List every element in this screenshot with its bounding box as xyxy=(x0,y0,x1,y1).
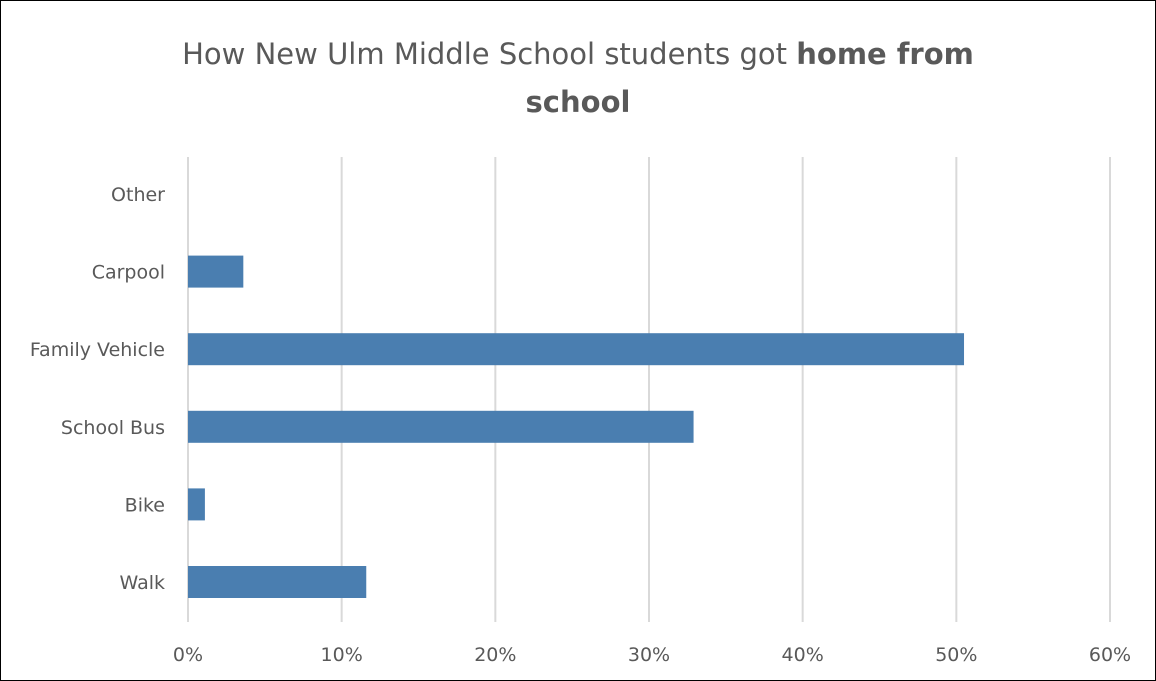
chart-title: How New Ulm Middle School students got h… xyxy=(0,30,1156,126)
bar-walk xyxy=(188,566,367,598)
x-tick-labels: 0% 10% 20% 30% 40% 50% 60% xyxy=(173,644,1131,666)
x-tick-label: 30% xyxy=(628,644,670,666)
x-tick-label: 60% xyxy=(1089,644,1131,666)
category-labels: Other Carpool Family Vehicle School Bus Bike… xyxy=(30,184,165,594)
chart-title-bold-line2: school xyxy=(525,85,631,119)
category-label: Walk xyxy=(120,572,166,594)
bar-carpool xyxy=(188,255,244,288)
chart-title-text: How New Ulm Middle School students got xyxy=(182,37,797,71)
bar-bike xyxy=(188,488,205,521)
x-tick-label: 40% xyxy=(782,644,824,666)
x-tick-label: 20% xyxy=(474,644,516,666)
chart-title-bold: home from xyxy=(796,37,974,71)
bars xyxy=(188,255,965,598)
gridlines xyxy=(187,157,1111,622)
category-label: School Bus xyxy=(61,417,165,439)
x-tick-label: 50% xyxy=(935,644,977,666)
category-label: Family Vehicle xyxy=(30,339,165,361)
bar-school-bus xyxy=(188,410,694,443)
x-tick-label: 10% xyxy=(321,644,363,666)
x-tick-label: 0% xyxy=(173,644,203,666)
category-label: Other xyxy=(111,184,165,206)
category-label: Carpool xyxy=(92,262,165,284)
bar-family-vehicle xyxy=(188,333,965,366)
category-label: Bike xyxy=(125,494,165,516)
